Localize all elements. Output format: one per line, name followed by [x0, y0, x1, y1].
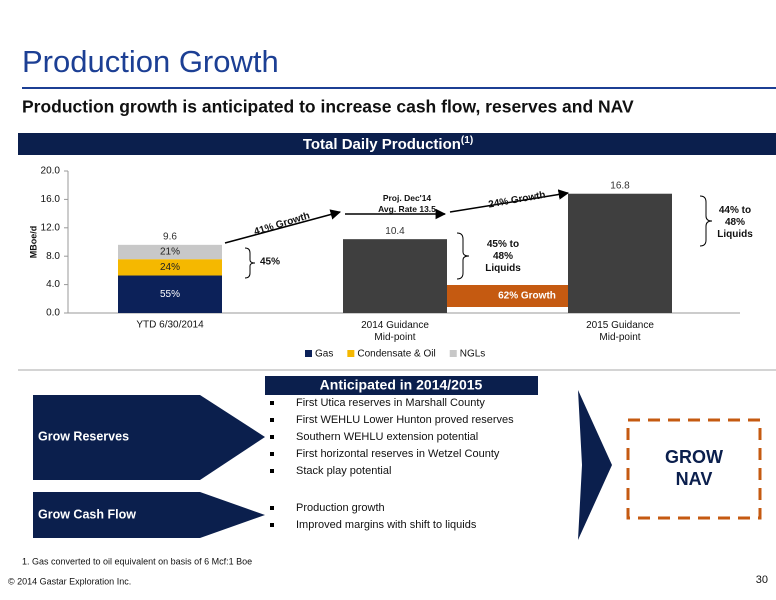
annotation: Proj. Dec'14 Avg. Rate 13.5 [378, 193, 436, 214]
section-header [265, 376, 538, 395]
y-tick-label: 8.0 [46, 251, 60, 262]
bar-segment [118, 259, 222, 276]
legend-label: Condensate & Oil [357, 349, 435, 360]
group-label: Grow Cash Flow [38, 507, 136, 521]
chevron [578, 390, 612, 540]
footnote: 1. Gas converted to oil equivalent on ba… [22, 556, 252, 566]
subtitle: Production growth is anticipated to incr… [22, 97, 634, 117]
annotation: 45% [260, 257, 280, 268]
bullet-text: Stack play potential [296, 465, 391, 477]
annotation: 45% to 48% Liquids [485, 239, 521, 274]
bar [343, 239, 447, 313]
growth-arrow [449, 189, 570, 213]
growth-arrow [224, 209, 342, 244]
annotation: 41% Growth [253, 210, 311, 237]
result-text: GROW NAV [665, 447, 723, 489]
annotation: 24% Growth [488, 190, 547, 211]
page-number: 30 [756, 574, 768, 586]
annotation: 44% to 48% Liquids [717, 205, 753, 240]
group-arrow [33, 492, 265, 538]
brace [244, 247, 256, 279]
bullet [270, 435, 274, 439]
segment-label: 21% [160, 247, 180, 258]
bullet [270, 452, 274, 456]
y-tick-label: 12.0 [41, 222, 61, 233]
x-tick-label: YTD 6/30/2014 [136, 320, 204, 331]
legend-label: Gas [315, 349, 333, 360]
y-tick-label: 4.0 [46, 279, 60, 290]
chart-title: Total Daily Production(1) [303, 135, 473, 153]
section-title: Anticipated in 2014/2015 [320, 377, 483, 393]
group-label: Grow Reserves [38, 429, 129, 443]
bullet-text: Production growth [296, 502, 385, 514]
segment-label: 24% [160, 262, 180, 273]
group-arrow [33, 395, 265, 480]
bullet [270, 506, 274, 510]
legend-swatch [449, 350, 457, 357]
bar [568, 193, 672, 313]
chart-title-note: (1) [461, 135, 473, 146]
bullet [270, 523, 274, 527]
total-label: 9.6 [163, 231, 177, 242]
y-axis-label: MBoe/d [28, 226, 38, 259]
bullet-text: First horizontal reserves in Wetzel Coun… [296, 448, 500, 460]
bullet [270, 401, 274, 405]
bar-segment [118, 275, 222, 313]
bullet-text: First WEHLU Lower Hunton proved reserves [296, 414, 514, 426]
copyright: © 2014 Gastar Exploration Inc. [8, 576, 131, 586]
bullet [270, 469, 274, 473]
bullet [270, 418, 274, 422]
slide-title: Production Growth [22, 44, 279, 79]
result-box [626, 418, 762, 520]
bullet-text: Improved margins with shift to liquids [296, 519, 477, 531]
segment-label: 55% [160, 289, 180, 300]
x-tick-label: 2014 Guidance Mid-point [361, 320, 429, 343]
x-tick-label: 2015 Guidance Mid-point [586, 320, 654, 343]
total-label: 16.8 [610, 180, 630, 191]
y-tick-label: 0.0 [46, 308, 60, 319]
bullet-text: Southern WEHLU extension potential [296, 431, 478, 443]
legend-swatch [347, 350, 355, 357]
bullet-text: First Utica reserves in Marshall County [296, 397, 485, 409]
brace [456, 232, 470, 280]
total-label: 10.4 [385, 226, 405, 237]
chart-header [18, 133, 776, 155]
brace [699, 195, 713, 247]
legend-swatch [305, 350, 312, 357]
bar-segment [118, 244, 222, 260]
chart-title-text: Total Daily Production [303, 136, 461, 153]
y-tick-label: 16.0 [41, 194, 61, 205]
annotation: 62% Growth [498, 291, 556, 302]
y-tick-label: 20.0 [41, 166, 61, 177]
legend-label: NGLs [460, 349, 486, 360]
